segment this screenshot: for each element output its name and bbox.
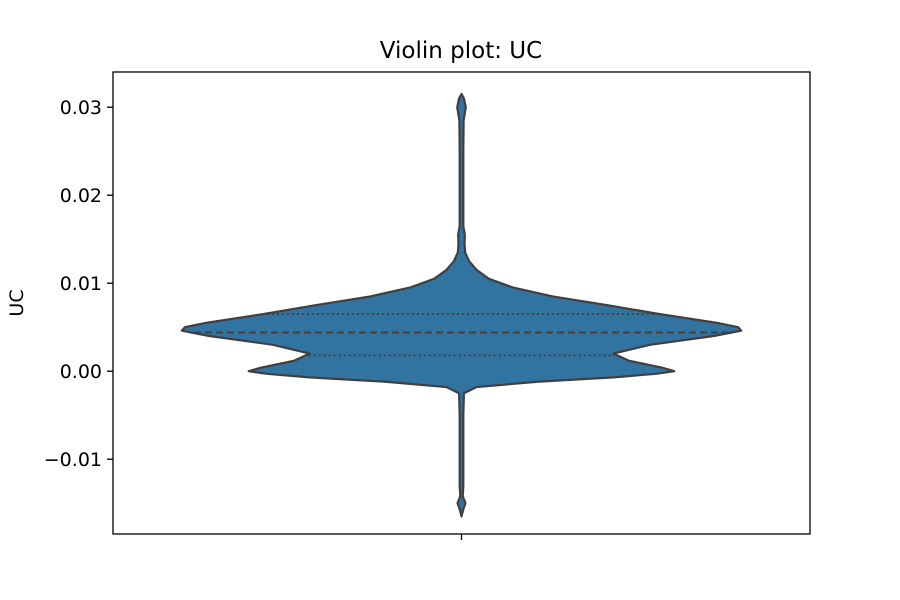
chart-title: Violin plot: UC [380,38,542,64]
y-tick-label: −0.01 [44,449,102,471]
y-tick-label: 0.01 [60,273,102,295]
y-tick-label: 0.03 [60,97,102,119]
plot-area: −0.01 0.00 0.01 0.02 0.03 [44,71,811,540]
y-tick-label: 0.02 [60,185,102,207]
y-tick-label: 0.00 [60,361,102,383]
violin-body [180,92,743,518]
y-axis-label: UC [6,289,28,316]
